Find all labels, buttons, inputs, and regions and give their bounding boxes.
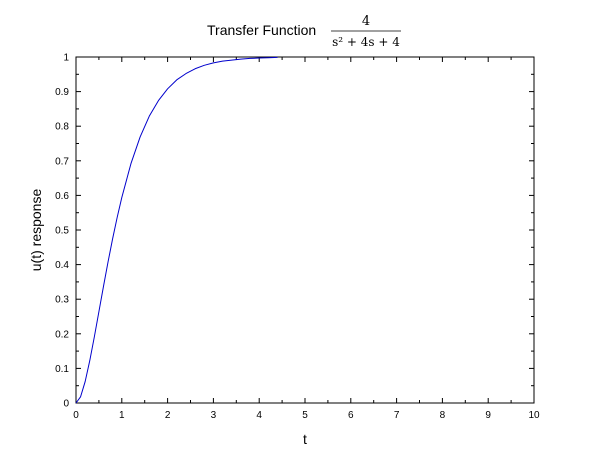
title-formula-denominator: s² + 4s + 4 [332,35,400,49]
x-tick-label: 6 [348,410,354,421]
chart-title: Transfer Function 4 s² + 4s + 4 [207,14,401,49]
y-tick-label: 0.9 [55,87,69,98]
x-tick-label: 3 [211,410,217,421]
y-tick-label: 0.8 [55,122,69,133]
x-tick-label: 2 [165,410,171,421]
y-axis: 0 0.1 0.2 0.3 0.4 0.5 0.6 0.7 0.8 0.9 1 [55,53,534,410]
y-tick-label: 0.5 [55,226,69,237]
chart-title-text: Transfer Function [207,22,316,38]
x-tick-label: 1 [119,410,125,421]
title-formula-numerator: 4 [362,14,370,29]
x-tick-label: 10 [528,410,540,421]
x-tick-label: 4 [256,410,262,421]
x-axis: 0 1 2 3 4 5 6 7 8 9 10 [73,57,540,421]
x-tick-label: 7 [394,410,400,421]
x-tick-label: 8 [440,410,446,421]
series-line-0 [75,56,278,404]
x-tick-label: 0 [73,410,79,421]
y-tick-label: 1 [63,53,69,64]
y-tick-label: 0.7 [55,156,69,167]
y-tick-label: 0.4 [55,260,69,271]
y-tick-label: 0.6 [55,191,69,202]
y-tick-label: 0.2 [55,329,69,340]
x-axis-label: t [303,431,307,447]
y-axis-label: u(t) response [28,189,44,272]
series-layer [75,56,278,404]
y-tick-label: 0.1 [55,364,69,375]
plot-area-frame [75,56,535,404]
y-tick-label: 0.3 [55,295,69,306]
x-tick-label: 5 [302,410,308,421]
x-tick-label: 9 [485,410,491,421]
y-tick-label: 0 [63,399,69,410]
